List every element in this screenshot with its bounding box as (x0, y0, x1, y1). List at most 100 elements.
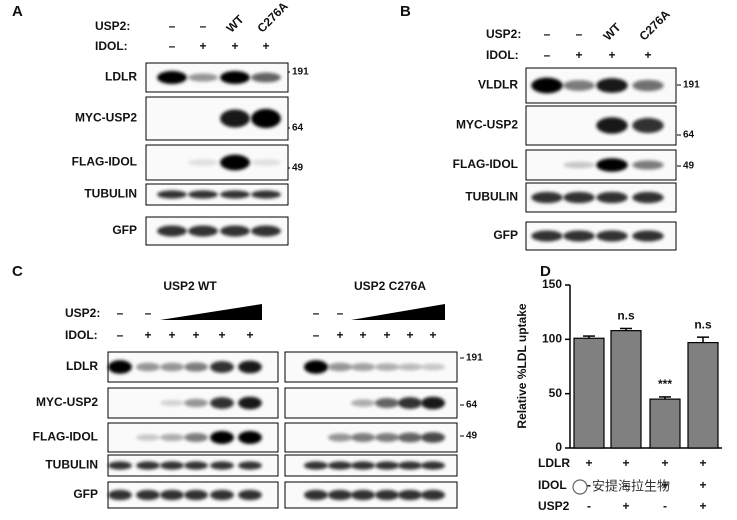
band (136, 362, 160, 372)
panel-label: A (12, 3, 23, 20)
band (374, 433, 400, 442)
band (220, 225, 250, 237)
mw-label: 49 (683, 161, 695, 172)
mw-label: 64 (292, 123, 304, 134)
condition-label: USP2: (486, 27, 521, 41)
blot-label: GFP (112, 223, 137, 237)
band (220, 154, 250, 171)
blot-label: VLDLR (478, 78, 518, 92)
condition-value: – (117, 306, 124, 320)
mw-label: 49 (292, 163, 304, 174)
band (397, 461, 423, 470)
treatment-value: - (587, 499, 591, 513)
band (210, 361, 234, 373)
band (350, 433, 376, 442)
band (160, 399, 184, 407)
band (350, 461, 376, 470)
band (160, 433, 184, 442)
blot-label: MYC-USP2 (75, 111, 137, 125)
band (420, 363, 446, 371)
condition-value: + (192, 328, 199, 342)
condition-value: + (608, 48, 615, 62)
blot-label: TUBULIN (84, 187, 137, 201)
band (220, 109, 250, 128)
band (596, 158, 628, 172)
blot-label: MYC-USP2 (456, 118, 518, 132)
condition-value: + (575, 48, 582, 62)
condition-value: C276A (636, 7, 673, 44)
band (220, 190, 250, 199)
condition-value: + (199, 39, 206, 53)
band (596, 230, 628, 242)
condition-value: – (169, 39, 176, 53)
band (303, 360, 329, 374)
band (238, 396, 262, 410)
condition-label: IDOL: (65, 328, 98, 342)
panel-label: C (12, 263, 23, 280)
band (238, 360, 262, 374)
condition-label: USP2: (65, 306, 100, 320)
band (303, 461, 329, 470)
condition-value: – (169, 19, 176, 33)
band (596, 117, 628, 134)
condition-value: C276A (254, 0, 291, 35)
band (420, 432, 446, 443)
band (531, 230, 563, 242)
treatment-value: + (699, 478, 706, 492)
band (632, 79, 664, 92)
condition-value: – (145, 306, 152, 320)
mw-label: 64 (683, 130, 695, 141)
condition-value: – (200, 19, 207, 33)
condition-value: – (337, 306, 344, 320)
band (210, 489, 234, 501)
band (374, 363, 400, 371)
band (136, 461, 160, 470)
band (327, 489, 353, 501)
band (632, 191, 664, 204)
band (374, 489, 400, 501)
band (327, 461, 353, 470)
y-tick-label: 0 (555, 440, 562, 454)
treatment-value: + (585, 456, 592, 470)
band (188, 73, 218, 82)
treatment-value: + (661, 456, 668, 470)
band (160, 362, 184, 372)
band (210, 461, 234, 470)
band (238, 461, 262, 470)
gradient-triangle (160, 304, 262, 320)
blot-label: FLAG-IDOL (72, 155, 137, 169)
bar (610, 330, 642, 449)
bar (687, 341, 719, 449)
band (420, 461, 446, 470)
band (374, 397, 400, 409)
band (251, 190, 281, 199)
band (397, 489, 423, 501)
blot-label: MYC-USP2 (36, 395, 98, 409)
band (220, 71, 250, 84)
band (350, 399, 376, 407)
condition-value: – (313, 306, 320, 320)
band (531, 191, 563, 204)
band (531, 77, 563, 94)
condition-value: – (544, 48, 551, 62)
band (397, 432, 423, 443)
band (397, 397, 423, 409)
panel-label: B (400, 3, 411, 20)
gradient-triangle (351, 304, 445, 320)
condition-value: WT (600, 20, 624, 44)
mw-label: 64 (466, 400, 478, 411)
band (632, 160, 664, 170)
band (160, 489, 184, 501)
band (563, 191, 595, 204)
band (327, 362, 353, 372)
condition-value: + (218, 328, 225, 342)
treatment-value: + (622, 499, 629, 513)
mw-label: 49 (466, 431, 478, 442)
treatment-label: USP2 (538, 499, 570, 513)
bar (649, 398, 681, 449)
significance: *** (658, 377, 672, 391)
condition-value: + (406, 328, 413, 342)
treatment-value: - (624, 478, 628, 492)
condition-value: – (313, 328, 320, 342)
blot-label: TUBULIN (465, 190, 518, 204)
